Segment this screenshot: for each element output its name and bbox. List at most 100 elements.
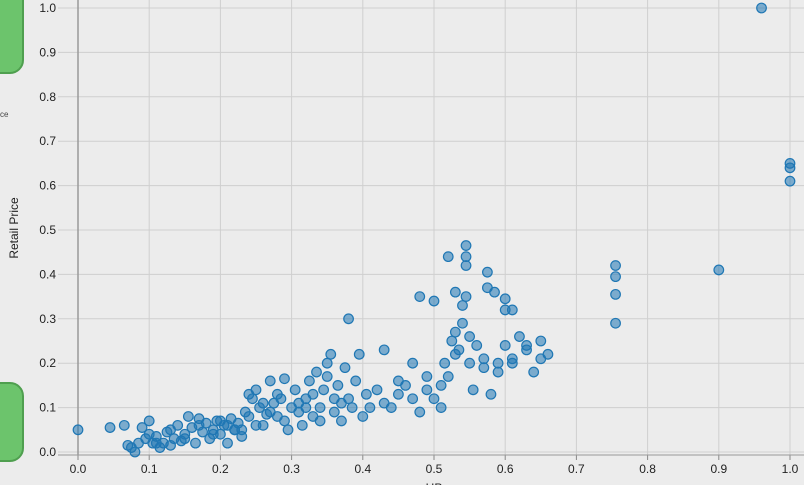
- data-point[interactable]: [449, 326, 461, 338]
- data-point[interactable]: [346, 402, 358, 414]
- data-point[interactable]: [179, 433, 191, 445]
- data-point[interactable]: [165, 424, 176, 436]
- data-point[interactable]: [482, 266, 493, 278]
- data-point[interactable]: [610, 288, 621, 300]
- data-point[interactable]: [222, 437, 233, 449]
- data-point[interactable]: [378, 344, 390, 356]
- data-point[interactable]: [499, 340, 511, 351]
- data-point[interactable]: [250, 384, 262, 396]
- data-point[interactable]: [282, 424, 294, 436]
- data-point[interactable]: [713, 264, 725, 276]
- data-point[interactable]: [784, 175, 796, 187]
- data-point[interactable]: [318, 384, 330, 396]
- side-toggle-button-bottom[interactable]: [0, 382, 24, 462]
- data-point[interactable]: [353, 348, 365, 360]
- data-point[interactable]: [300, 402, 312, 414]
- data-point[interactable]: [435, 380, 447, 391]
- data-point[interactable]: [229, 424, 241, 436]
- data-point[interactable]: [118, 419, 130, 431]
- data-point[interactable]: [136, 422, 148, 433]
- data-point[interactable]: [264, 406, 276, 418]
- data-point[interactable]: [610, 317, 621, 329]
- data-point[interactable]: [289, 384, 301, 396]
- data-point[interactable]: [364, 402, 376, 414]
- data-point[interactable]: [439, 357, 451, 369]
- data-point[interactable]: [393, 375, 404, 387]
- data-point[interactable]: [336, 415, 347, 427]
- data-point[interactable]: [247, 393, 258, 405]
- data-point[interactable]: [478, 362, 490, 374]
- data-point[interactable]: [314, 415, 326, 427]
- data-point[interactable]: [421, 384, 433, 396]
- data-point[interactable]: [442, 251, 454, 263]
- data-point[interactable]: [464, 331, 476, 342]
- data-point[interactable]: [610, 271, 621, 283]
- data-point[interactable]: [314, 402, 326, 414]
- data-point[interactable]: [279, 415, 290, 427]
- data-point[interactable]: [514, 331, 525, 342]
- data-point[interactable]: [421, 371, 433, 382]
- data-point[interactable]: [328, 406, 340, 418]
- data-point[interactable]: [325, 348, 337, 360]
- data-point[interactable]: [457, 317, 468, 329]
- data-point[interactable]: [457, 300, 468, 311]
- data-point[interactable]: [307, 388, 319, 400]
- data-point[interactable]: [528, 366, 540, 378]
- data-point[interactable]: [446, 335, 458, 347]
- data-point[interactable]: [311, 366, 322, 378]
- data-point[interactable]: [296, 419, 308, 431]
- data-point[interactable]: [72, 424, 84, 436]
- data-point[interactable]: [464, 357, 476, 369]
- data-point[interactable]: [784, 162, 796, 174]
- data-point[interactable]: [360, 388, 372, 400]
- data-point[interactable]: [371, 384, 383, 396]
- data-point[interactable]: [264, 375, 276, 387]
- data-point[interactable]: [104, 422, 116, 433]
- data-point[interactable]: [492, 357, 504, 369]
- data-point[interactable]: [250, 419, 262, 431]
- data-point[interactable]: [467, 384, 479, 396]
- data-point[interactable]: [378, 397, 390, 409]
- data-point[interactable]: [610, 260, 621, 271]
- data-point[interactable]: [321, 357, 333, 369]
- data-point[interactable]: [339, 362, 351, 374]
- data-point[interactable]: [271, 388, 283, 400]
- data-point[interactable]: [321, 371, 333, 382]
- data-point[interactable]: [460, 251, 472, 263]
- data-point[interactable]: [506, 304, 518, 316]
- data-point[interactable]: [460, 260, 472, 271]
- data-point[interactable]: [478, 353, 490, 365]
- data-point[interactable]: [414, 406, 426, 418]
- data-point[interactable]: [193, 419, 205, 431]
- data-point[interactable]: [435, 402, 447, 414]
- data-point[interactable]: [257, 397, 269, 409]
- data-point[interactable]: [207, 428, 219, 440]
- data-point[interactable]: [521, 340, 532, 351]
- data-point[interactable]: [190, 437, 201, 449]
- data-point[interactable]: [328, 393, 340, 405]
- data-point[interactable]: [449, 286, 461, 298]
- data-point[interactable]: [357, 411, 369, 422]
- data-point[interactable]: [350, 375, 362, 387]
- data-point[interactable]: [332, 380, 344, 391]
- data-point[interactable]: [407, 357, 419, 369]
- data-point[interactable]: [460, 240, 472, 251]
- data-point[interactable]: [393, 388, 404, 400]
- data-point[interactable]: [279, 373, 290, 385]
- data-point[interactable]: [499, 293, 511, 305]
- data-point[interactable]: [214, 415, 226, 427]
- data-point[interactable]: [407, 393, 419, 405]
- data-point[interactable]: [449, 348, 461, 360]
- data-point[interactable]: [304, 375, 315, 387]
- data-point[interactable]: [442, 371, 454, 382]
- data-point[interactable]: [756, 2, 767, 14]
- data-point[interactable]: [471, 340, 483, 351]
- data-point[interactable]: [428, 393, 440, 405]
- data-point[interactable]: [182, 411, 194, 422]
- data-point[interactable]: [150, 437, 162, 449]
- data-point[interactable]: [428, 295, 440, 307]
- data-point[interactable]: [535, 335, 547, 347]
- data-point[interactable]: [492, 366, 504, 378]
- data-point[interactable]: [460, 291, 472, 303]
- data-point[interactable]: [343, 313, 354, 325]
